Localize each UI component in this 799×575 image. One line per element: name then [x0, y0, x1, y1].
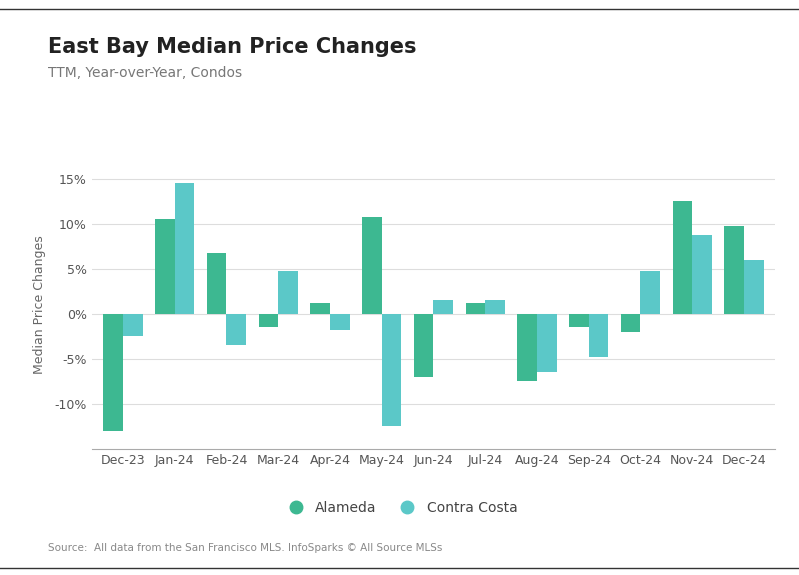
Text: TTM, Year-over-Year, Condos: TTM, Year-over-Year, Condos [48, 66, 242, 80]
Bar [537, 314, 557, 372]
Bar [641, 271, 660, 314]
Bar [382, 314, 401, 426]
Bar [278, 271, 298, 314]
Bar [155, 220, 175, 314]
Text: Source:  All data from the San Francisco MLS. InfoSparks © All Source MLSs: Source: All data from the San Francisco … [48, 543, 443, 553]
Bar [466, 303, 485, 314]
Bar [692, 235, 712, 314]
Bar [744, 260, 764, 314]
Bar [207, 252, 226, 314]
Bar [621, 314, 641, 332]
Bar [330, 314, 350, 330]
Y-axis label: Median Price Changes: Median Price Changes [34, 235, 46, 374]
Bar [362, 217, 382, 314]
Bar [517, 314, 537, 381]
Bar [175, 183, 194, 314]
Bar [259, 314, 278, 327]
Bar [433, 300, 453, 314]
Bar [414, 314, 433, 377]
Bar [485, 300, 505, 314]
Bar [569, 314, 589, 327]
Bar [226, 314, 246, 345]
Legend: Alameda, Contra Costa: Alameda, Contra Costa [276, 496, 523, 521]
Text: East Bay Median Price Changes: East Bay Median Price Changes [48, 37, 416, 58]
Bar [589, 314, 608, 357]
Bar [103, 314, 123, 431]
Bar [310, 303, 330, 314]
Bar [123, 314, 142, 336]
Bar [673, 201, 692, 314]
Bar [725, 225, 744, 314]
